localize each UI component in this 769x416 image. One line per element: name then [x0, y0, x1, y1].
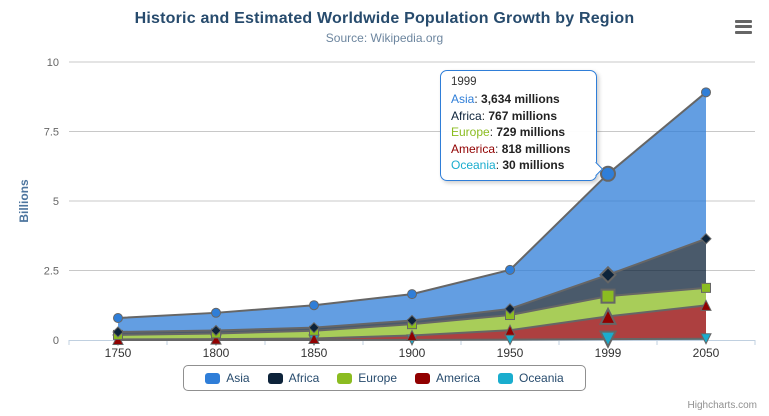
- x-axis-label: 1850: [301, 346, 328, 360]
- legend: Asia Africa Europe America Oceania: [0, 365, 769, 391]
- legend-swatch: [498, 372, 514, 384]
- marker-oceania-2050[interactable]: [700, 333, 712, 345]
- hamburger-icon: [734, 19, 752, 34]
- marker-africa-1750[interactable]: [112, 326, 124, 338]
- legend-label: Oceania: [519, 371, 564, 385]
- tooltip-header: 1999: [451, 76, 477, 88]
- tooltip-row-asia: Asia: 3,634 millions: [451, 92, 560, 106]
- chart-title: Historic and Estimated Worldwide Populat…: [134, 10, 635, 27]
- legend-swatch: [415, 372, 430, 384]
- tooltip-row-africa: Africa: 767 millions: [451, 108, 558, 123]
- y-axis-label: 10: [47, 57, 59, 69]
- marker-asia-1850[interactable]: [309, 300, 319, 311]
- marker-asia-1900[interactable]: [407, 289, 417, 300]
- marker-africa-1900[interactable]: [406, 314, 418, 327]
- marker-america-2050[interactable]: [700, 299, 712, 311]
- legend-item-asia[interactable]: Asia: [205, 371, 250, 385]
- marker-africa-1950[interactable]: [504, 303, 516, 315]
- x-axis-label: 1900: [399, 346, 426, 360]
- marker-oceania-1999[interactable]: [598, 330, 618, 349]
- tooltip: 1999 Asia: 3,634 millions Africa: 767 mil…: [440, 70, 597, 181]
- legend-item-america[interactable]: America: [415, 371, 480, 385]
- y-axis-label: 0: [53, 335, 59, 347]
- marker-africa-1800[interactable]: [210, 324, 222, 337]
- series-area-africa[interactable]: [118, 238, 706, 335]
- marker-asia-2050[interactable]: [701, 87, 711, 98]
- x-axis-label: 1800: [203, 346, 230, 360]
- marker-america-1800[interactable]: [210, 332, 222, 345]
- marker-america-1850[interactable]: [308, 332, 320, 344]
- y-axis-label: 5: [53, 196, 59, 208]
- legend-item-europe[interactable]: Europe: [337, 371, 397, 385]
- marker-america-1950[interactable]: [504, 324, 516, 336]
- series-area-asia[interactable]: [118, 92, 706, 332]
- x-axis-label: 1950: [497, 346, 524, 360]
- credits-link[interactable]: Highcharts.com: [687, 400, 757, 411]
- x-axis-label: 1750: [105, 346, 132, 360]
- marker-america-1900[interactable]: [406, 329, 418, 341]
- marker-asia-1950[interactable]: [505, 264, 515, 275]
- tooltip-row-america: America: 818 millions: [451, 141, 571, 156]
- y-axis-label: 2.5: [44, 266, 59, 278]
- legend-swatch: [205, 372, 221, 384]
- x-axis-label: 2050: [693, 346, 720, 360]
- marker-europe-1999[interactable]: [600, 288, 616, 304]
- legend-label: Europe: [358, 371, 397, 385]
- tooltip-row-oceania: Oceania: 30 millions: [451, 158, 565, 172]
- legend-label: Africa: [288, 371, 320, 385]
- marker-africa-1999[interactable]: [599, 265, 617, 284]
- chart-subtitle: Source: Wikipedia.org: [325, 31, 444, 45]
- legend-swatch: [267, 372, 283, 384]
- marker-asia-1999[interactable]: [600, 165, 616, 182]
- legend-label: America: [436, 371, 481, 385]
- legend-label: Asia: [226, 371, 250, 385]
- marker-america-1999[interactable]: [598, 306, 618, 325]
- tooltip-row-europe: Europe: 729 millions: [451, 125, 566, 139]
- marker-asia-1800[interactable]: [211, 307, 221, 318]
- legend-item-africa[interactable]: Africa: [267, 371, 320, 385]
- legend-item-oceania[interactable]: Oceania: [498, 371, 564, 385]
- y-axis-label: 7.5: [44, 127, 59, 139]
- marker-europe-2050[interactable]: [701, 282, 711, 293]
- marker-africa-2050[interactable]: [700, 233, 712, 245]
- x-axis-label: 1999: [595, 346, 622, 360]
- series-area-america[interactable]: [118, 305, 706, 340]
- export-menu-button[interactable]: [730, 16, 756, 40]
- legend-swatch: [337, 372, 353, 384]
- marker-africa-1850[interactable]: [308, 321, 320, 334]
- marker-asia-1750[interactable]: [113, 313, 123, 324]
